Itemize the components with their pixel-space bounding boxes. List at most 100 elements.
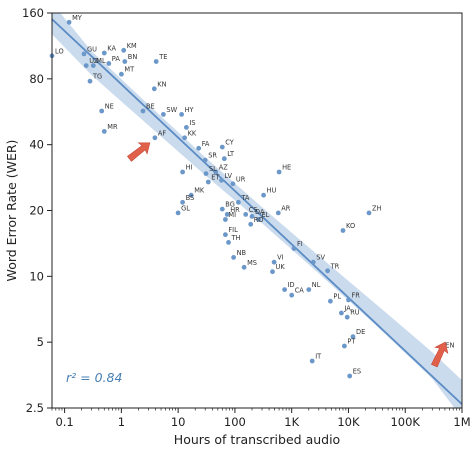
x-tick-label: 1M <box>453 415 470 429</box>
point-ka <box>101 50 107 56</box>
point-lt <box>221 156 227 162</box>
point-nb <box>231 255 237 260</box>
x-tick-label: 10 <box>171 415 186 429</box>
point-ru <box>344 314 350 320</box>
point-vi <box>271 259 277 265</box>
point-hr <box>224 212 230 217</box>
point-sw <box>161 112 166 117</box>
point-gu <box>81 51 87 57</box>
label-gl: GL <box>181 204 190 212</box>
point-tr <box>325 268 330 274</box>
label-pa: PA <box>112 55 121 63</box>
point-ms <box>241 264 247 270</box>
y-tick-label: 20 <box>29 204 44 218</box>
label-id: ID <box>288 281 295 289</box>
label-ur: UR <box>236 175 246 183</box>
point-kn <box>151 86 157 92</box>
label-zh: ZH <box>372 204 382 212</box>
point-tg <box>87 78 93 84</box>
point-nl <box>306 287 312 292</box>
label-gu: GU <box>87 45 97 53</box>
y-tick-label: 40 <box>29 138 44 152</box>
point-fil <box>223 232 228 238</box>
data-points-layer <box>49 19 445 379</box>
label-ms: MS <box>247 259 257 267</box>
label-af: AF <box>158 129 167 137</box>
label-km: KM <box>127 42 137 50</box>
point-mr <box>101 129 107 134</box>
label-bg: BG <box>225 201 235 209</box>
label-bs: BS <box>186 194 195 202</box>
arrow-af-icon <box>127 142 151 162</box>
point-ur <box>230 181 236 187</box>
label-ca: CA <box>295 287 305 295</box>
label-lo: LO <box>55 47 64 55</box>
label-th: TH <box>231 234 241 242</box>
label-kk: KK <box>188 129 197 137</box>
highlight-arrows-layer <box>127 142 449 368</box>
label-sv: SV <box>316 254 325 262</box>
point-he <box>276 169 282 175</box>
label-mk: MK <box>194 187 205 195</box>
point-et <box>205 179 211 185</box>
y-tick-label: 80 <box>29 72 44 86</box>
x-axis-label: Hours of transcribed audio <box>174 432 340 447</box>
y-tick-label: 5 <box>37 335 44 349</box>
label-ar: AR <box>281 204 291 212</box>
label-es: ES <box>353 368 361 376</box>
point-fa <box>196 145 202 151</box>
point-cy <box>219 144 225 150</box>
regression-line-layer <box>52 18 462 405</box>
point-fi <box>291 246 297 251</box>
x-axis-ticks: 0.1 1 10 100 1K 10K 100K 1M <box>51 408 471 429</box>
point-lv <box>219 177 224 183</box>
label-lv: LV <box>225 172 233 180</box>
point-it <box>309 358 315 364</box>
label-ja: JA <box>343 305 351 313</box>
label-nl: NL <box>312 281 321 289</box>
point-mk <box>188 192 194 198</box>
label-sr: SR <box>208 152 217 160</box>
point-cs <box>243 212 249 217</box>
label-tr: TR <box>330 262 340 270</box>
regression-line <box>52 18 462 405</box>
point-af <box>152 135 158 141</box>
label-it: IT <box>315 353 322 361</box>
label-az: AZ <box>219 164 229 172</box>
label-uk: UK <box>276 263 286 271</box>
point-ko <box>340 228 346 233</box>
label-te: TE <box>158 53 167 61</box>
label-nb: NB <box>237 249 247 257</box>
point-is <box>184 125 189 130</box>
x-tick-label: 0.1 <box>55 415 73 429</box>
label-he: HE <box>282 164 291 172</box>
label-cs: CS <box>249 206 258 214</box>
point-kk <box>182 135 188 141</box>
x-tick-label: 100K <box>390 415 420 429</box>
label-mt: MT <box>124 66 135 74</box>
point-ar <box>275 210 281 216</box>
label-sl: SL <box>209 165 217 173</box>
y-axis-label: Word Error Rate (WER) <box>4 140 19 282</box>
label-hi: HI <box>186 164 193 172</box>
point-hy <box>179 112 185 117</box>
point-fr <box>346 297 351 303</box>
r-squared-annotation: r² = 0.84 <box>66 370 122 385</box>
point-bn <box>122 59 128 64</box>
label-de: DE <box>356 328 365 336</box>
point-sv <box>310 259 316 265</box>
point-pl <box>328 298 333 304</box>
point-ja <box>339 310 344 316</box>
y-axis-ticks: 2.5 5 10 20 40 80 160 <box>22 6 52 415</box>
label-et: ET <box>211 174 220 182</box>
point-az <box>213 169 219 175</box>
label-be: BE <box>146 103 155 111</box>
x-tick-label: 100 <box>224 415 246 429</box>
label-pt: PT <box>347 338 356 346</box>
arrow-en-icon <box>431 341 449 368</box>
point-id <box>282 287 287 292</box>
point-ca <box>289 292 295 298</box>
point-gl <box>175 210 181 216</box>
label-fil: FIL <box>228 226 238 234</box>
